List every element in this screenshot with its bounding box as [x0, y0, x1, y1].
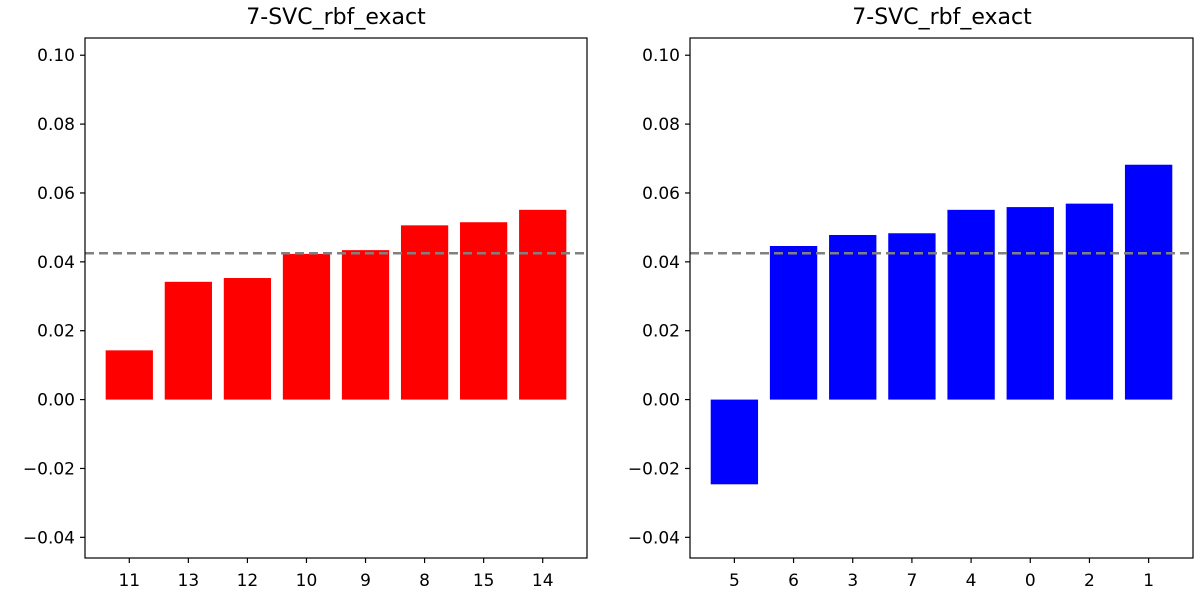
left-chart-title: 7-SVC_rbf_exact	[246, 5, 426, 30]
left-chart-y-tick-label: −0.02	[23, 459, 75, 479]
right-chart-x-tick-label: 6	[788, 571, 799, 591]
left-chart-panel: 7-SVC_rbf_exact −0.04 −0.02 0.00 0.02 0.04 0.…	[23, 5, 588, 591]
right-chart-y-tick-label: 0.04	[642, 253, 680, 273]
left-chart-y-tick-label: −0.04	[23, 528, 75, 548]
right-chart-bar-5	[710, 399, 759, 485]
left-chart-y-tick-label: 0.10	[37, 46, 75, 66]
right-chart-panel: 7-SVC_rbf_exact −0.04 −0.02 0.00 0.02 0.04 0.…	[628, 5, 1194, 591]
left-chart-bar-10	[282, 253, 331, 400]
right-chart-y-tick-label: −0.02	[628, 459, 680, 479]
left-chart-y-tick-label: 0.06	[37, 184, 75, 204]
left-chart-bar-8	[400, 225, 449, 400]
right-chart-x-tick-label: 2	[1084, 571, 1095, 591]
left-chart-bar-12	[223, 278, 272, 400]
left-chart-bar-14	[519, 209, 567, 400]
left-chart-x-tick-label: 12	[237, 571, 259, 591]
right-chart-y-tick-label: −0.04	[628, 528, 680, 548]
right-chart-x-tick-label: 4	[966, 571, 977, 591]
right-chart-y-tick-label: 0.06	[642, 184, 680, 204]
right-chart-bar-1	[1124, 164, 1173, 400]
right-chart-x-tick-label: 1	[1143, 571, 1154, 591]
right-chart-bar-0	[1006, 207, 1054, 400]
left-chart-axes-frame	[84, 37, 588, 559]
right-chart-x-tick-label: 0	[1025, 571, 1036, 591]
right-chart-bar-2	[1065, 203, 1114, 400]
left-chart-x-tick-label: 10	[296, 571, 318, 591]
right-chart-bar-4	[947, 209, 995, 400]
right-chart-bar-6	[769, 246, 818, 400]
left-chart-bar-15	[460, 222, 508, 400]
right-chart-y-tick-label: 0.00	[642, 391, 680, 411]
left-chart-x-tick-label: 11	[118, 571, 140, 591]
right-chart-x-tick-label: 7	[906, 571, 917, 591]
left-chart-x-tick-label: 14	[532, 571, 554, 591]
left-chart-bar-13	[164, 281, 212, 400]
left-chart-y-tick-label: 0.02	[37, 322, 75, 342]
right-chart-y-tick-label: 0.08	[642, 115, 680, 135]
left-chart-bar-9	[341, 250, 390, 400]
right-chart-bar-7	[888, 233, 936, 400]
left-chart-x-tick-label: 8	[419, 571, 430, 591]
left-chart-x-tick-label: 15	[473, 571, 495, 591]
left-chart-y-tick-label: 0.08	[37, 115, 75, 135]
right-chart-y-tick-label: 0.02	[642, 322, 680, 342]
left-chart-x-tick-label: 9	[360, 571, 371, 591]
right-chart-y-tick-label: 0.10	[642, 46, 680, 66]
right-chart-bar-3	[829, 234, 877, 400]
left-chart-y-tick-label: 0.04	[37, 253, 75, 273]
left-chart-y-tick-label: 0.00	[37, 391, 75, 411]
left-chart-x-tick-label: 13	[178, 571, 200, 591]
right-chart-x-tick-label: 5	[729, 571, 740, 591]
left-chart-bar-11	[105, 350, 153, 400]
right-chart-axes-frame	[689, 37, 1194, 559]
right-chart-title: 7-SVC_rbf_exact	[852, 5, 1032, 30]
right-chart-x-tick-label: 3	[847, 571, 858, 591]
